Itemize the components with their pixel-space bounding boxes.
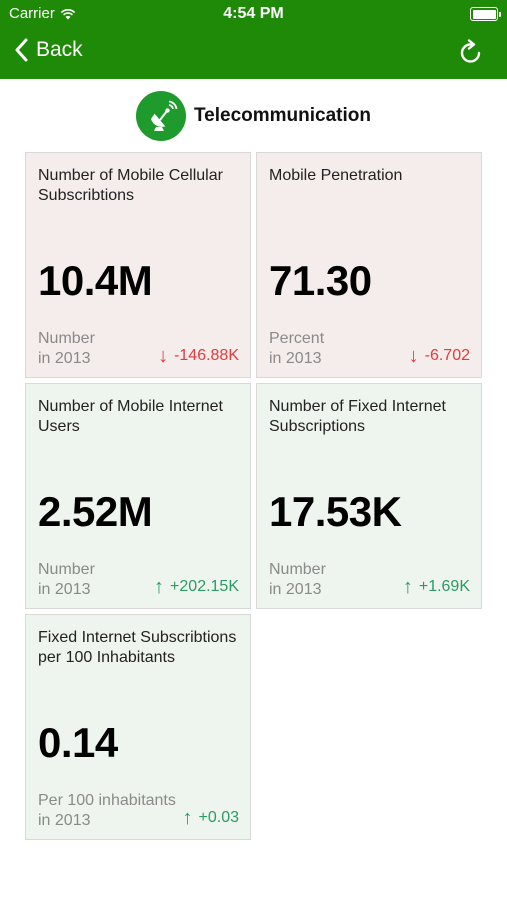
card-year: in 2013 [38, 350, 91, 367]
card-title: Fixed Internet Subscribtions per 100 Inh… [38, 629, 237, 666]
card-change-value: -6.702 [424, 347, 470, 364]
card-value: 71.30 [269, 257, 372, 304]
card-year: in 2013 [38, 812, 91, 829]
card-year: in 2013 [269, 350, 322, 367]
card-value: 10.4M [38, 257, 153, 304]
status-bar: Carrier 4:54 PM [0, 0, 507, 28]
card-value: 2.52M [38, 488, 153, 535]
card-title: Number of Fixed Internet Subscriptions [269, 398, 446, 435]
card-change: ↓ -6.702 [409, 346, 470, 366]
clock: 4:54 PM [223, 5, 284, 22]
indicator-card-fixed-internet-per-100[interactable]: Fixed Internet Subscribtions per 100 Inh… [25, 614, 251, 840]
arrow-up-icon: ↑ [402, 576, 413, 598]
chevron-left-icon [15, 38, 28, 62]
card-unit: Number [269, 561, 326, 578]
card-change: ↑ +202.15K [154, 577, 239, 597]
refresh-icon[interactable] [457, 38, 485, 66]
indicator-card-fixed-internet-subscriptions[interactable]: Number of Fixed Internet Subscriptions 1… [256, 383, 482, 609]
indicator-card-mobile-penetration[interactable]: Mobile Penetration 71.30 Percent in 2013… [256, 152, 482, 378]
navigation-bar: Carrier 4:54 PM Back [0, 0, 507, 79]
card-year: in 2013 [38, 581, 91, 598]
card-change-value: +0.03 [198, 809, 239, 826]
card-title: Mobile Penetration [269, 167, 403, 184]
card-change-value: +1.69K [418, 578, 470, 595]
arrow-down-icon: ↓ [158, 345, 169, 367]
card-unit: Number [38, 330, 95, 347]
carrier-label: Carrier [9, 5, 55, 22]
card-year: in 2013 [269, 581, 322, 598]
card-change: ↓ -146.88K [158, 346, 239, 366]
back-label: Back [36, 38, 83, 61]
arrow-up-icon: ↑ [154, 576, 165, 598]
carrier-indicator: Carrier [9, 5, 76, 22]
card-value: 0.14 [38, 719, 118, 766]
arrow-up-icon: ↑ [182, 807, 193, 829]
back-button[interactable]: Back [14, 38, 83, 62]
card-change: ↑ +1.69K [403, 577, 470, 597]
card-change-value: -146.88K [174, 347, 239, 364]
card-value: 17.53K [269, 488, 402, 535]
card-unit: Percent [269, 330, 325, 347]
card-title: Number of Mobile Internet Users [38, 398, 223, 435]
card-unit: Number [38, 561, 95, 578]
page-header: Telecommunication [0, 90, 507, 142]
card-unit: Per 100 inhabitants [38, 792, 176, 809]
card-change-value: +202.15K [170, 578, 239, 595]
arrow-down-icon: ↓ [408, 345, 419, 367]
satellite-dish-icon [135, 91, 186, 141]
wifi-icon [60, 8, 76, 19]
indicator-card-mobile-cellular[interactable]: Number of Mobile Cellular Subscribtions … [25, 152, 251, 378]
indicator-card-mobile-internet-users[interactable]: Number of Mobile Internet Users 2.52M Nu… [25, 383, 251, 609]
page-title: Telecommunication [193, 105, 371, 126]
card-change: ↑ +0.03 [183, 808, 239, 828]
card-title: Number of Mobile Cellular Subscribtions [38, 167, 223, 204]
battery-icon [470, 7, 501, 21]
